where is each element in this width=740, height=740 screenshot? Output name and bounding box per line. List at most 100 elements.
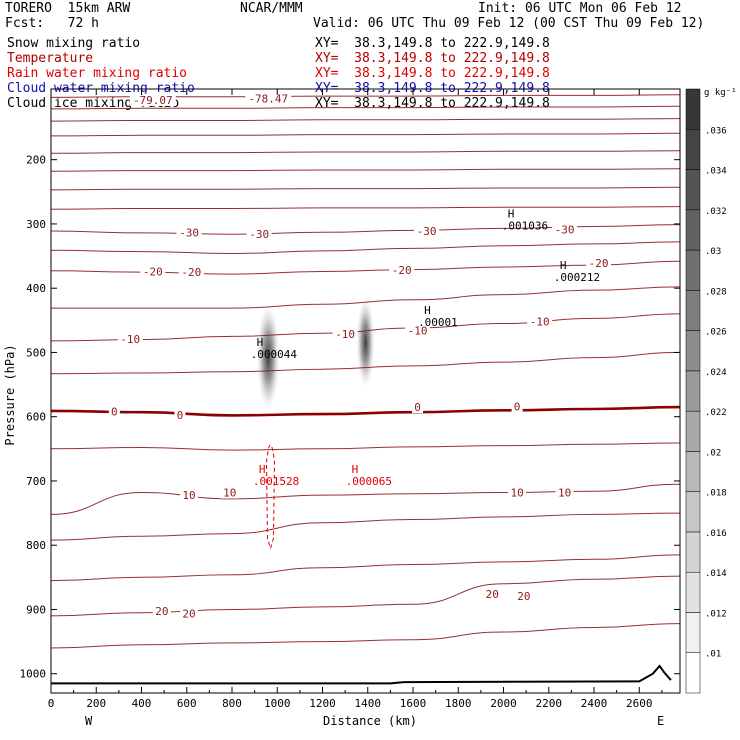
- y-tick-label-3: 500: [26, 346, 46, 359]
- forecast-hour: Fcst: 72 h: [5, 16, 99, 31]
- max-value-4: .001528: [253, 475, 299, 488]
- isotherm--25: [50, 241, 681, 255]
- isotherm-30: [50, 623, 681, 649]
- contour-label-11: -10: [335, 328, 355, 341]
- contour-label-bg-14: [108, 405, 120, 418]
- y-axis-title: Pressure (hPa): [3, 344, 17, 445]
- field-rain-xy: XY= 38.3,149.8 to 222.9,149.8: [315, 66, 550, 81]
- isotherm--15: [50, 286, 681, 309]
- isotherm--40: [50, 186, 681, 191]
- contour-label-bg-20: [508, 486, 527, 499]
- contour-label-3: -30: [249, 228, 269, 241]
- contour-label-14: 0: [111, 406, 118, 419]
- x-tick-label-5: 1000: [264, 697, 291, 710]
- colorbar-label-12: .034: [705, 167, 727, 177]
- x-tick-label-3: 600: [177, 697, 197, 710]
- max-marker-4: H: [259, 463, 266, 476]
- east-endpoint: E: [657, 714, 664, 728]
- contour-label-9: -20: [589, 257, 609, 270]
- y-tick-label-8: 1000: [20, 668, 47, 681]
- colorbar-label-4: .018: [705, 489, 727, 499]
- contour-label-13: -10: [530, 316, 550, 329]
- colorbar-segment-14: [685, 88, 701, 130]
- max-value-1: .00001: [418, 316, 458, 329]
- colorbar-unit: g kg⁻¹: [704, 88, 737, 98]
- colorbar-segment-2: [685, 571, 701, 613]
- contour-label-0: -79.07: [133, 94, 173, 107]
- contour-label-bg-8: [389, 264, 415, 277]
- contour-label-25: 20: [517, 590, 530, 603]
- x-tick-label-11: 2200: [536, 697, 563, 710]
- max-marker-0: H: [257, 336, 264, 349]
- terrain-line: [51, 664, 672, 685]
- colorbar-segment-3: [685, 531, 701, 573]
- contour-label-bg-7: [178, 266, 204, 279]
- x-tick-label-10: 2000: [490, 697, 517, 710]
- field-rain: Rain water mixing ratio: [7, 66, 188, 81]
- field-temperature-xy: XY= 38.3,149.8 to 222.9,149.8: [315, 51, 550, 66]
- isotherm-25: [50, 575, 681, 617]
- colorbar-segment-5: [685, 451, 701, 492]
- isotherm-20: [50, 554, 681, 582]
- isotherm-10: [50, 483, 681, 515]
- contour-label-18: 10: [182, 489, 195, 502]
- max-value-2: .001036: [502, 220, 548, 233]
- colorbar-segment-6: [685, 410, 701, 452]
- colorbar-segment-0: [685, 652, 701, 694]
- contour-label-20: 10: [510, 487, 523, 500]
- contour-label-24: 20: [486, 588, 499, 601]
- contour-label-23: 20: [182, 607, 195, 620]
- y-tick-label-1: 300: [26, 218, 46, 231]
- contour-label-15: 0: [177, 409, 184, 422]
- max-marker-1: H: [424, 304, 431, 317]
- contour-label-19: 10: [223, 487, 236, 500]
- isotherm--50: [50, 150, 681, 154]
- colorbar-label-9: .028: [705, 287, 727, 297]
- max-marker-2: H: [508, 208, 515, 221]
- contour-label-bg-21: [555, 486, 574, 499]
- isotherm-15: [50, 512, 681, 541]
- colorbar-segment-9: [685, 290, 701, 331]
- isotherm-5: [50, 442, 681, 451]
- contour-label-bg-18: [180, 489, 199, 502]
- model-title: TORERO 15km ARW: [5, 1, 131, 16]
- contour-label-2: -30: [179, 226, 199, 239]
- colorbar-label-7: .024: [705, 368, 727, 378]
- x-tick-label-4: 800: [222, 697, 242, 710]
- colorbar-segment-1: [685, 612, 701, 653]
- isotherm--10: [50, 313, 681, 342]
- rain-plume: [265, 444, 275, 551]
- x-tick-label-1: 200: [86, 697, 106, 710]
- contour-label-1: -78.47: [248, 93, 288, 106]
- y-tick-label-0: 200: [26, 154, 46, 167]
- init-time: Init: 06 UTC Mon 06 Feb 12: [478, 1, 682, 16]
- contour-label-bg-17: [511, 400, 523, 413]
- isotherm--35: [50, 206, 681, 210]
- snow-blob-1: [356, 297, 375, 388]
- contour-label-bg-10: [117, 332, 143, 345]
- contour-label-bg-0: [129, 93, 176, 106]
- colorbar-label-6: .022: [705, 408, 727, 418]
- contour-label-16: 0: [414, 401, 421, 414]
- field-cloud-water: Cloud water mixing ratio: [7, 81, 195, 96]
- field-snow-xy: XY= 38.3,149.8 to 222.9,149.8: [315, 36, 550, 51]
- contour-label-bg-9: [586, 257, 612, 270]
- contour-label-bg-12: [405, 324, 431, 337]
- y-tick-label-5: 700: [26, 475, 46, 488]
- contour-label-bg-16: [412, 401, 424, 414]
- y-tick-label-7: 900: [26, 603, 46, 616]
- contour-label-bg-1: [245, 92, 292, 105]
- colorbar-label-1: .012: [705, 609, 727, 619]
- contour-label-12: -10: [408, 325, 428, 338]
- isotherm--5: [50, 351, 681, 375]
- contour-label-bg-19: [220, 486, 239, 499]
- contour-label-bg-6: [140, 265, 166, 278]
- plot-frame: [50, 88, 681, 694]
- max-value-0: .000044: [251, 348, 298, 361]
- colorbar-segment-12: [685, 169, 701, 211]
- max-value-5: .000065: [346, 475, 392, 488]
- x-tick-label-8: 1600: [400, 697, 427, 710]
- field-temperature: Temperature: [7, 51, 94, 66]
- center-title: NCAR/MMM: [240, 1, 303, 16]
